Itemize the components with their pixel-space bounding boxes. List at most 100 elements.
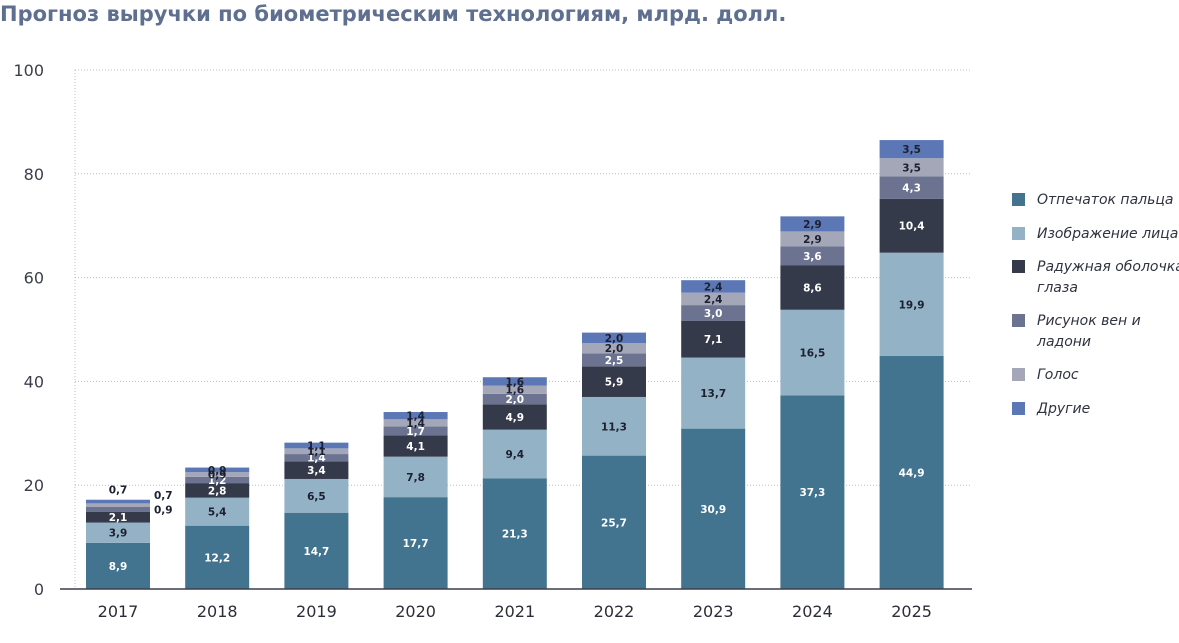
x-tick-label: 2021 [494,602,535,621]
bar-segment [383,435,448,457]
bar-value-label: 30,9 [700,504,726,516]
bar-value-label: 0,7 [109,485,128,497]
legend-item-fingerprint: Отпечаток пальца [1012,190,1179,211]
bar-segment [482,393,547,405]
legend-item-voice: Голос [1012,365,1179,386]
bar-value-label: 16,5 [799,348,825,360]
legend-item-face: Изображение лица [1012,224,1179,245]
bar-value-label: 19,9 [899,299,925,311]
bar-segment [383,426,448,436]
legend-swatch [1012,368,1025,381]
bar-segment [86,542,150,589]
bar-value-label: 1,6 [505,376,524,388]
bar-segment [780,246,845,266]
bar-segment [284,454,349,462]
bar-value-label: 2,4 [704,281,723,293]
bar-value-label: 10,4 [899,221,925,233]
bar-segment [482,404,547,430]
bar-segment [780,395,845,589]
bar-segment [879,355,944,589]
bar-value-label: 1,1 [307,446,326,458]
bar-value-label: 7,8 [406,472,425,484]
bar-segment [879,140,944,159]
bar-segment [383,419,448,427]
x-tick-label: 2019 [296,602,337,621]
bar-value-label: 14,7 [303,546,329,558]
bar-segment [780,265,845,310]
bar-segment [681,428,746,589]
bar-value-label: 2,4 [704,294,723,306]
bar-value-label: 1,2 [208,475,227,487]
bar-value-label: 1,4 [307,453,326,465]
bar-segment [879,158,944,177]
bar-value-label: 1,4 [406,418,425,430]
bar-value-label: 44,9 [899,467,925,479]
bar-value-label: 0,9 [208,465,227,477]
bar-value-label: 4,9 [505,412,524,424]
legend-swatch [1012,402,1025,415]
legend-item-veins: Рисунок вен и ладони [1012,311,1179,353]
y-tick-label: 80 [24,165,44,184]
bar-segment [482,377,547,386]
bar-value-label: 17,7 [403,538,429,550]
bar-segment [284,478,349,513]
bar-segment [86,511,150,523]
bar-segment [383,412,448,420]
legend-label: Другие [1037,401,1091,417]
bar-segment [185,467,250,473]
bar-segment [482,385,547,394]
bar-segment [383,497,448,589]
legend-label: Радужная оболочка глаза [1037,259,1179,296]
bar-segment [582,396,646,456]
bar-segment [879,252,944,356]
x-tick-label: 2017 [98,602,139,621]
bar-segment [582,366,646,397]
bar-value-label: 6,5 [307,491,326,503]
bar-value-label: 4,3 [902,183,921,195]
bar-segment [780,309,845,396]
bar-value-label: 2,0 [605,343,624,355]
bar-value-label: 0,9 [208,470,227,482]
bar-segment [681,280,746,293]
bar-segment [681,320,746,358]
bar-segment [780,216,845,232]
x-tick-label: 2024 [792,602,833,621]
bar-value-label: 1,4 [406,411,425,423]
bar-segment [86,503,150,507]
bar-segment [185,472,250,477]
bar-segment [482,478,547,589]
bar-value-label: 8,9 [109,561,128,573]
bar-segment [185,476,250,484]
bar-segment [879,176,944,199]
bar-value-label: 25,7 [601,517,627,529]
bar-value-label: 2,0 [605,333,624,345]
y-tick-label: 0 [34,580,44,599]
bar-value-label: 1,7 [406,426,425,438]
bar-value-label: 2,8 [208,485,227,497]
bar-value-label: 3,6 [803,251,822,263]
x-tick-label: 2018 [197,602,238,621]
legend-swatch [1012,193,1025,206]
legend-label: Отпечаток пальца [1037,192,1174,208]
legend-item-iris: Радужная оболочка глаза [1012,257,1179,299]
y-tick-label: 60 [24,269,44,288]
bar-value-label: 2,5 [605,355,624,367]
bar-segment [582,455,646,589]
x-tick-label: 2023 [693,602,734,621]
legend-swatch [1012,227,1025,240]
y-tick-label: 20 [24,476,44,495]
y-tick-label: 40 [24,372,44,391]
bar-segment [780,231,845,247]
bar-segment [185,525,250,589]
bar-segment [582,353,646,367]
bar-value-label: 1,6 [505,385,524,397]
bar-segment [681,292,746,306]
bar-segment [284,448,349,455]
bar-value-label: 5,4 [208,507,227,519]
chart-title: Прогноз выручки по биометрическим технол… [0,2,787,26]
bar-segment [284,461,349,479]
legend-swatch [1012,260,1025,273]
bar-segment [582,332,646,343]
bar-value-label: 21,3 [502,529,528,541]
legend-item-other: Другие [1012,399,1179,420]
